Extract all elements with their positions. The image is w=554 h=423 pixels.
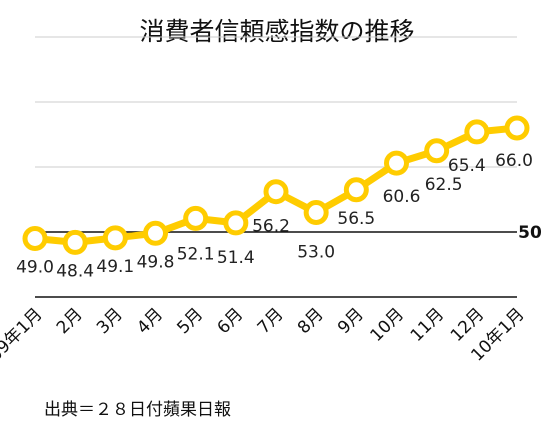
data-point (143, 220, 168, 246)
x-tick-label: 9月 (334, 304, 368, 338)
data-point (464, 119, 490, 145)
data-point (22, 226, 48, 251)
data-label: 49.8 (137, 252, 175, 272)
data-point (183, 205, 209, 231)
data-label: 48.4 (56, 261, 94, 281)
data-point (102, 225, 128, 251)
data-label: 52.1 (177, 244, 215, 264)
source-note: 出典＝２８日付蘋果日報 (44, 400, 231, 420)
chart-title: 消費者信頼感指数の推移 (139, 17, 415, 46)
data-point (384, 150, 409, 176)
data-label: 60.6 (383, 187, 421, 207)
data-label: 56.2 (252, 217, 290, 237)
data-point (424, 138, 450, 164)
data-point (343, 177, 369, 203)
data-label: 65.4 (448, 156, 486, 176)
x-tick-label: 2月 (53, 304, 87, 338)
data-point (223, 210, 249, 236)
grid-lines (35, 36, 517, 298)
x-tick-label: 4月 (133, 304, 167, 338)
data-label: 51.4 (217, 248, 255, 268)
data-labels: 49.0 48.4 49.1 49.8 52.1 51.4 56.2 53.056.5 60.6… (16, 151, 533, 281)
x-tick-label: 8月 (294, 304, 328, 338)
data-label: 53.0 (297, 243, 335, 263)
x-tick-label: 09年1月 (0, 304, 47, 365)
data-label: 49.1 (96, 257, 134, 277)
x-tick-label: 7月 (254, 304, 288, 338)
data-point (62, 229, 88, 255)
data-point (263, 179, 289, 205)
data-label: 56.5 (337, 209, 375, 229)
data-label: 66.0 (495, 151, 533, 171)
data-label: 62.5 (425, 175, 463, 195)
data-point (504, 115, 530, 141)
x-tick-label: 10月 (367, 304, 408, 345)
reference-line-label: 50 (518, 223, 542, 243)
data-point (303, 200, 329, 225)
x-tick-label: 5月 (173, 304, 207, 338)
x-tick-label: 11月 (407, 304, 448, 345)
data-label: 49.0 (16, 258, 54, 278)
x-tick-label: 6月 (214, 304, 248, 338)
x-tick-label: 3月 (93, 304, 127, 338)
data-points (22, 115, 530, 255)
